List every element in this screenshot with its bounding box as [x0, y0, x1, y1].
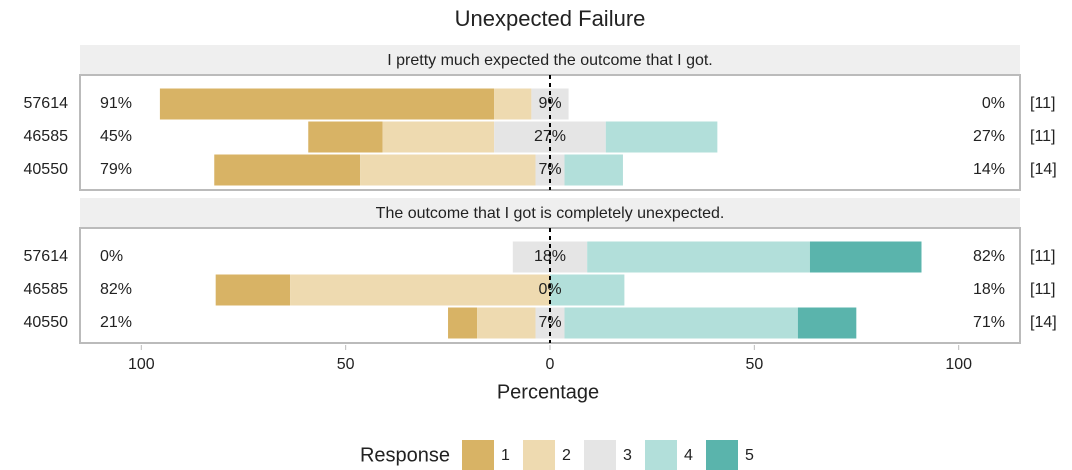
bar-segment: [494, 88, 532, 120]
bar-segment: [214, 154, 361, 186]
right-label: 0%: [982, 95, 1005, 112]
chart-title: Unexpected Failure: [455, 6, 646, 31]
row-label: 46585: [24, 281, 69, 298]
legend-label: 2: [562, 447, 571, 464]
center-label: 7%: [538, 161, 561, 178]
panel-strip: [80, 45, 1020, 75]
n-label: [14]: [1030, 161, 1057, 178]
n-label: [14]: [1030, 314, 1057, 331]
panel-title: The outcome that I got is completely une…: [376, 205, 725, 222]
right-label: 27%: [973, 128, 1005, 145]
left-label: 79%: [100, 161, 132, 178]
right-label: 14%: [973, 161, 1005, 178]
center-label: 7%: [538, 314, 561, 331]
panel-title: I pretty much expected the outcome that …: [387, 52, 713, 69]
left-label: 45%: [100, 128, 132, 145]
bar-segment: [477, 307, 536, 339]
panel-strip: [80, 198, 1020, 228]
legend-swatch: [462, 440, 494, 470]
bar-segment: [564, 307, 798, 339]
bar-segment: [550, 274, 625, 306]
left-label: 82%: [100, 281, 132, 298]
bar-segment: [215, 274, 291, 306]
legend-title: Response: [360, 444, 450, 466]
center-label: 27%: [534, 128, 566, 145]
left-label: 0%: [100, 248, 123, 265]
bar-segment: [797, 307, 857, 339]
n-label: [11]: [1030, 248, 1056, 265]
right-label: 82%: [973, 248, 1005, 265]
bar-segment: [159, 88, 495, 120]
bar-segment: [448, 307, 478, 339]
center-label: 0%: [538, 281, 561, 298]
x-tick-label: 100: [128, 356, 155, 373]
row-label: 57614: [24, 248, 69, 265]
x-axis-label: Percentage: [497, 381, 599, 403]
row-label: 57614: [24, 95, 69, 112]
row-label: 40550: [24, 314, 69, 331]
x-tick-label: 50: [337, 356, 355, 373]
bar-segment: [382, 121, 495, 153]
legend-label: 5: [745, 447, 754, 464]
row-label: 46585: [24, 128, 69, 145]
left-label: 21%: [100, 314, 132, 331]
legend-swatch: [645, 440, 677, 470]
bar-segment: [605, 121, 718, 153]
n-label: [11]: [1030, 128, 1056, 145]
n-label: [11]: [1030, 281, 1056, 298]
bar-segment: [809, 241, 922, 273]
legend-swatch: [584, 440, 616, 470]
bar-segment: [308, 121, 383, 153]
center-label: 18%: [534, 248, 566, 265]
legend-swatch: [523, 440, 555, 470]
legend-swatch: [706, 440, 738, 470]
left-label: 91%: [100, 95, 132, 112]
legend-label: 1: [501, 447, 510, 464]
center-label: 9%: [538, 95, 561, 112]
legend-label: 4: [684, 447, 693, 464]
x-tick-label: 50: [745, 356, 763, 373]
row-label: 40550: [24, 161, 69, 178]
x-tick-label: 0: [546, 356, 555, 373]
n-label: [11]: [1030, 95, 1056, 112]
bar-segment: [564, 154, 623, 186]
bar-segment: [360, 154, 536, 186]
right-label: 71%: [973, 314, 1005, 331]
bar-segment: [587, 241, 810, 273]
right-label: 18%: [973, 281, 1005, 298]
bar-segment: [290, 274, 550, 306]
x-tick-label: 100: [945, 356, 972, 373]
legend-label: 3: [623, 447, 632, 464]
